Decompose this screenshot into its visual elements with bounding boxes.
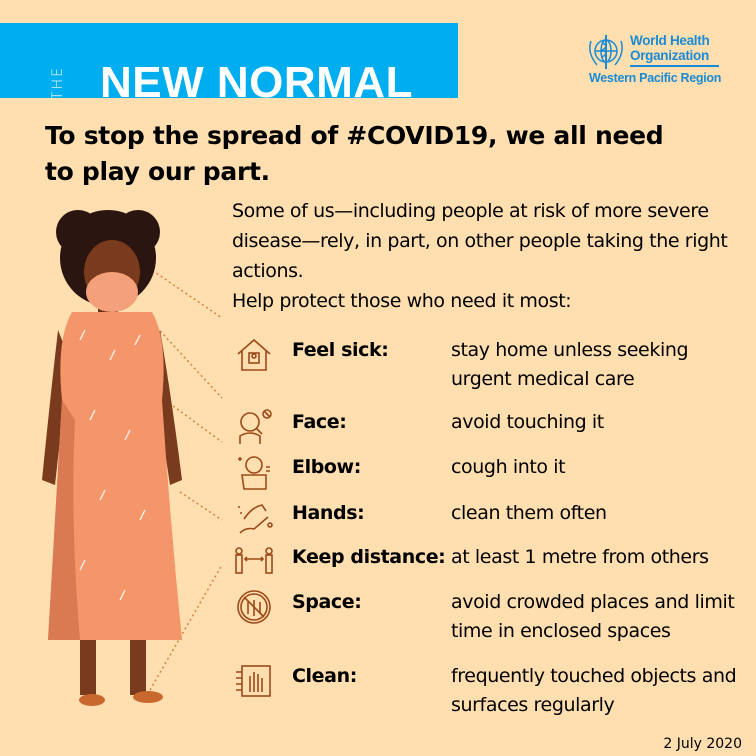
logo-divider: [630, 65, 719, 67]
banner-title: NEW NORMAL: [100, 58, 413, 107]
cough-elbow-icon: [238, 456, 270, 490]
distance-icon: [235, 547, 273, 574]
action-label: Elbow:: [292, 456, 361, 478]
help-text: Help protect those who need it most:: [232, 290, 572, 312]
no-face-touch-icon: [239, 409, 272, 444]
hand-wash-icon: [238, 504, 273, 534]
action-label: Space:: [292, 591, 362, 613]
action-label: Feel sick:: [292, 339, 389, 361]
logo-text-3: Western Pacific Region: [589, 71, 722, 85]
headline: To stop the spread of #COVID19, we all n…: [45, 121, 664, 186]
action-text: avoid crowded places and limit time in e…: [451, 591, 735, 642]
action-label: Clean:: [292, 665, 357, 687]
action-text: stay home unless seeking urgent medical …: [451, 339, 689, 390]
no-crowd-icon: [237, 590, 271, 624]
banner-the: THE: [50, 66, 66, 100]
action-text: avoid touching it: [451, 411, 604, 433]
action-label: Face:: [292, 411, 347, 433]
action-label: Keep distance:: [292, 546, 446, 568]
who-emblem-icon: [589, 35, 623, 69]
title-banner: THE NEW NORMAL: [0, 23, 458, 107]
woman-illustration: [42, 210, 223, 706]
house-person-icon: [237, 338, 271, 371]
date: 2 July 2020: [663, 736, 742, 752]
action-text: clean them often: [451, 502, 607, 524]
clean-surface-icon: [236, 665, 271, 697]
logo-text-2: Organization: [630, 48, 709, 63]
who-logo: World Health Organization Western Pacifi…: [585, 33, 725, 93]
logo-text-1: World Health: [630, 33, 710, 48]
action-text: at least 1 metre from others: [451, 546, 709, 568]
action-label: Hands:: [292, 502, 365, 524]
action-text: cough into it: [451, 456, 566, 478]
intro-text: Some of us—including people at risk of m…: [232, 200, 728, 282]
action-text: frequently touched objects and surfaces …: [451, 665, 737, 716]
